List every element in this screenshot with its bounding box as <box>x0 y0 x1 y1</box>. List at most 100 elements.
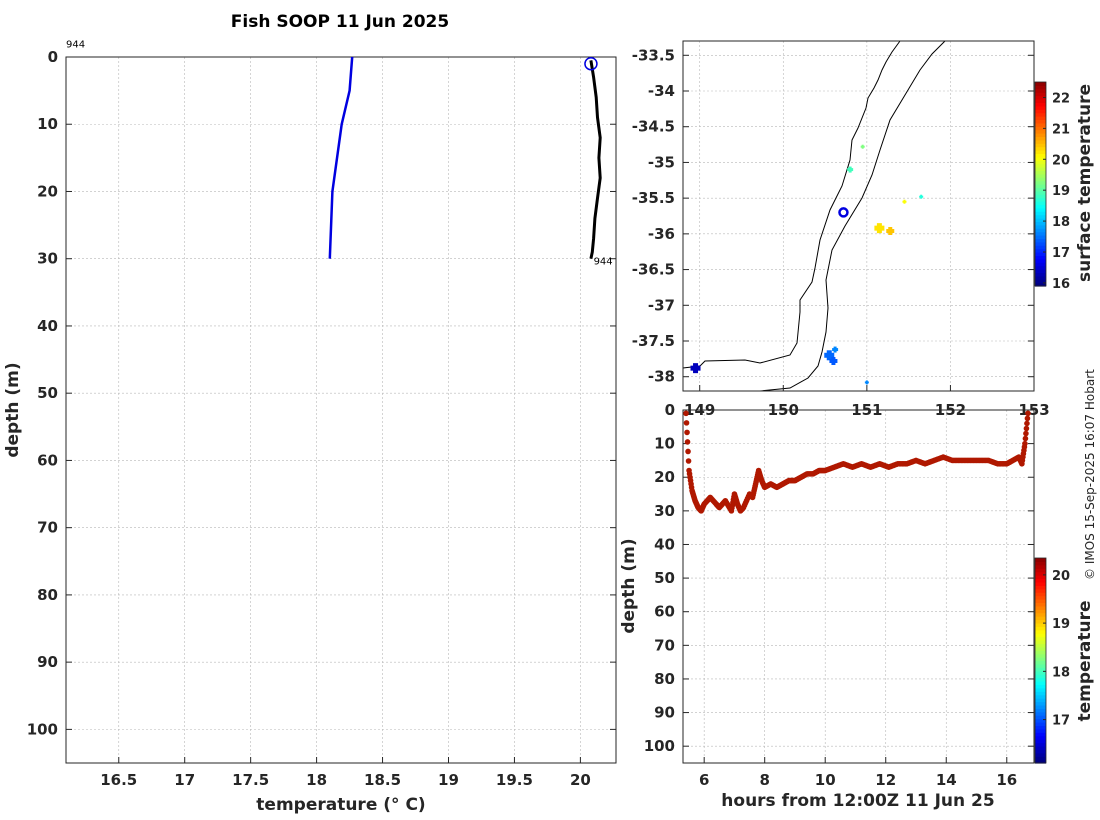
map-colorbar-tick-label: 18 <box>1052 215 1070 230</box>
map-ytick-label: -37 <box>648 296 675 314</box>
map-colorbar-tick-label: 20 <box>1052 153 1070 168</box>
profile-ytick-label: 70 <box>37 519 58 537</box>
profile-ytick-label: 10 <box>37 115 58 133</box>
map-colorbar-segment <box>1035 248 1046 253</box>
depth-time-point <box>1024 415 1031 422</box>
depth-time-colorbar-segment <box>1035 708 1046 713</box>
map-colorbar-segment <box>1035 177 1046 182</box>
map-colorbar-segment <box>1035 197 1046 202</box>
map-colorbar-segment <box>1035 156 1046 161</box>
map-colorbar-segment <box>1035 184 1046 188</box>
depth-time-colorbar-segment <box>1035 732 1046 737</box>
profile-data: 944 944 <box>66 40 613 268</box>
depth-time-colorbar-segment <box>1035 568 1046 573</box>
map-colorbar-segment <box>1035 279 1046 284</box>
map-colorbar-segment <box>1035 85 1046 90</box>
depth-time-colorbar-segment <box>1035 728 1046 733</box>
depth-time-colorbar-segment <box>1035 725 1046 730</box>
depth-time-point <box>1025 410 1031 417</box>
map-colorbar-segment <box>1035 136 1046 141</box>
depth-time-colorbar-segment <box>1035 578 1046 583</box>
depth-time-colorbar-tick-label: 18 <box>1052 665 1070 680</box>
map-colorbar-tick-label: 16 <box>1052 277 1070 292</box>
map-colorbar-segment <box>1035 201 1046 205</box>
depth-time-colorbar-segment <box>1035 561 1046 566</box>
depth-time-colorbar-segment <box>1035 592 1046 597</box>
map-colorbar-tick-label: 22 <box>1052 91 1070 106</box>
map-colorbar: 16 17 18 19 20 21 22 <box>1034 81 1070 292</box>
depth-time-colorbar-segment <box>1035 749 1046 754</box>
depth-time-colorbar-segment <box>1035 612 1046 617</box>
profile-xtick-label: 19.5 <box>496 771 533 789</box>
map-colorbar-segment <box>1035 241 1046 246</box>
map-data-point <box>826 350 832 361</box>
depth-time-colorbar-segment <box>1035 650 1046 655</box>
profile-xtick-label: 18 <box>306 771 327 789</box>
depth-time-xtick-label: 16 <box>996 771 1017 789</box>
depth-time-colorbar-segment <box>1035 677 1046 682</box>
map-ytick-label: -36 <box>648 225 675 243</box>
depth-time-colorbar-segment <box>1035 633 1046 638</box>
map-colorbar-segment <box>1035 228 1046 233</box>
map-colorbar-segment <box>1035 252 1046 256</box>
profile-location-marker <box>584 56 598 71</box>
map-data-point <box>865 380 868 385</box>
profile-xtick-label: 20 <box>570 771 591 789</box>
profile-xtick-label: 17.5 <box>232 771 269 789</box>
depth-time-colorbar-segment <box>1035 667 1046 672</box>
map-colorbar-segment <box>1035 119 1046 124</box>
map-colorbar-segment <box>1035 129 1046 134</box>
depth-time-ytick-label: 70 <box>654 636 675 654</box>
map-data-point <box>833 346 837 353</box>
depth-time-colorbar-tick-label: 17 <box>1052 714 1070 729</box>
map-colorbar-segment <box>1035 214 1046 219</box>
map-colorbar-tick-label: 21 <box>1052 122 1070 137</box>
map-colorbar-segment <box>1035 255 1046 260</box>
map-ytick-label: -35.5 <box>632 189 675 207</box>
profile-xtick-label: 19 <box>438 771 459 789</box>
depth-time-colorbar-segment <box>1035 663 1046 668</box>
depth-time-ytick-label: 30 <box>654 502 675 520</box>
depth-time-ytick-label: 10 <box>654 435 675 453</box>
map-axes-frame <box>682 40 1035 392</box>
map-ytick-label: -38 <box>648 368 675 386</box>
depth-time-ytick-label: 80 <box>654 670 675 688</box>
profile-xtick-label: 17 <box>174 771 195 789</box>
depth-time-colorbar-segment <box>1035 616 1046 621</box>
map-grid <box>683 41 1035 391</box>
depth-time-colorbar-segment <box>1035 595 1046 600</box>
profile-grid <box>66 56 616 763</box>
map-colorbar-segment <box>1035 221 1046 226</box>
depth-time-colorbar-segment <box>1035 605 1046 610</box>
depth-time-colorbar-segment <box>1035 742 1046 747</box>
depth-time-colorbar-segment <box>1035 599 1046 604</box>
profile-ytick-label: 80 <box>37 586 58 604</box>
map-colorbar-segment <box>1035 139 1046 144</box>
map-colorbar-segment <box>1035 109 1046 114</box>
profile-ytick-label: 100 <box>27 720 58 738</box>
depth-time-colorbar-segment <box>1035 564 1046 569</box>
map-data-point <box>876 223 882 234</box>
map-data <box>690 144 924 385</box>
map-colorbar-segment <box>1035 272 1046 277</box>
depth-time-ticks: 6 8 10 12 14 16 0 10 20 30 40 50 60 70 80 90 100 <box>644 401 1034 789</box>
depth-time-point <box>685 448 691 455</box>
depth-time-colorbar-segment <box>1035 646 1046 651</box>
depth-time-colorbar-segment <box>1035 691 1046 696</box>
map-colorbar-segment <box>1035 163 1046 168</box>
profile-ytick-label: 40 <box>37 317 58 335</box>
depth-time-colorbar-segment <box>1035 684 1046 689</box>
depth-time-colorbar-segment <box>1035 698 1046 703</box>
depth-time-colorbar: 17 18 19 20 <box>1034 557 1070 764</box>
depth-time-point <box>1022 440 1028 447</box>
depth-time-colorbar-segment <box>1035 588 1046 593</box>
depth-time-colorbar-segment <box>1035 653 1046 658</box>
depth-time-colorbar-segment <box>1035 687 1046 692</box>
map-ytick-label: -34 <box>648 82 675 100</box>
profile-ylabel: depth (m) <box>3 362 23 457</box>
map-colorbar-segment <box>1035 112 1046 117</box>
depth-time-colorbar-segment <box>1035 640 1046 645</box>
map-colorbar-segment <box>1035 173 1046 178</box>
profile-ytick-label: 60 <box>37 451 58 469</box>
map-colorbar-tick-label: 19 <box>1052 184 1070 199</box>
